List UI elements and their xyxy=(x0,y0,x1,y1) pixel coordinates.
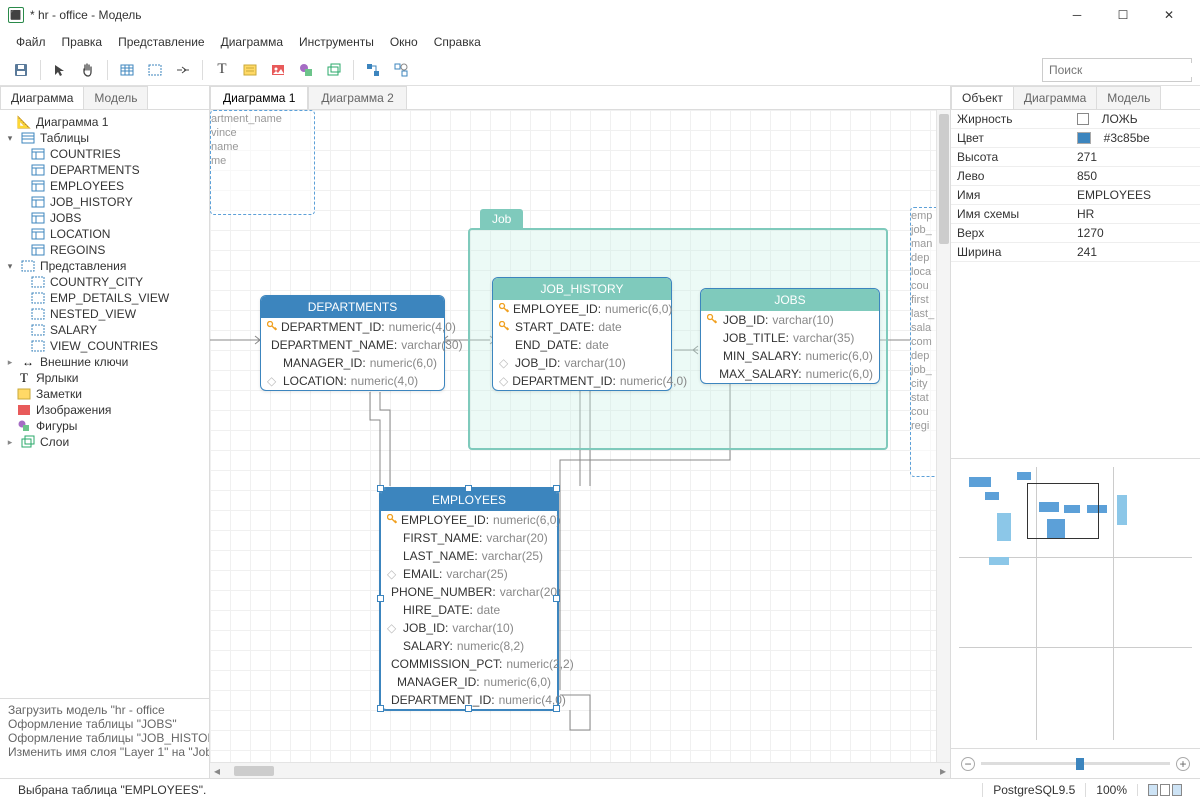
tree-view[interactable]: NESTED_VIEW xyxy=(0,306,209,322)
search-box[interactable]: 🔍 xyxy=(1042,58,1192,82)
minimize-button[interactable]: ─ xyxy=(1054,0,1100,30)
layer-label: Job xyxy=(480,209,523,229)
layer-icon[interactable] xyxy=(321,57,347,83)
entity-jobhistory[interactable]: JOB_HISTORYEMPLOYEE_ID: numeric(6,0)STAR… xyxy=(492,277,672,391)
menu-view[interactable]: Представление xyxy=(110,32,213,52)
tree-table[interactable]: REGOINS xyxy=(0,242,209,258)
app-icon: ⬛ xyxy=(8,7,24,23)
tree-table[interactable]: EMPLOYEES xyxy=(0,178,209,194)
tree-table[interactable]: JOBS xyxy=(0,210,209,226)
title-bar: ⬛ * hr - office - Модель ─ ☐ ✕ xyxy=(0,0,1200,30)
view-icon[interactable] xyxy=(142,57,168,83)
vertical-scrollbar[interactable] xyxy=(936,110,950,762)
tree-view[interactable]: VIEW_COUNTRIES xyxy=(0,338,209,354)
rtab-object[interactable]: Объект xyxy=(951,86,1014,109)
tool-b-icon[interactable] xyxy=(388,57,414,83)
entity-jobs[interactable]: JOBSJOB_ID: varchar(10)JOB_TITLE: varcha… xyxy=(700,288,880,384)
label-icon[interactable]: T xyxy=(209,57,235,83)
right-panel: Объект Диаграмма Модель Жирность ЛОЖЬЦве… xyxy=(950,86,1200,778)
tab-diagram[interactable]: Диаграмма xyxy=(0,86,84,109)
layout-toggle[interactable] xyxy=(1137,784,1192,796)
hand-icon[interactable] xyxy=(75,57,101,83)
entity-employees[interactable]: EMPLOYEESEMPLOYEE_ID: numeric(6,0)FIRST_… xyxy=(380,488,558,710)
relation-icon[interactable] xyxy=(170,57,196,83)
menu-diagram[interactable]: Диаграмма xyxy=(213,32,291,52)
window-title: * hr - office - Модель xyxy=(30,8,142,22)
entity-departments[interactable]: DEPARTMENTSDEPARTMENT_ID: numeric(4,0)DE… xyxy=(260,295,445,391)
zoom-in-icon[interactable]: + xyxy=(1176,757,1190,771)
status-bar: Выбрана таблица "EMPLOYEES". PostgreSQL9… xyxy=(0,778,1200,800)
search-input[interactable] xyxy=(1049,63,1200,77)
message-log: Загрузить модель "hr - office Оформление… xyxy=(0,698,209,778)
menu-bar: Файл Правка Представление Диаграмма Инст… xyxy=(0,30,1200,54)
status-zoom: 100% xyxy=(1085,783,1137,797)
menu-window[interactable]: Окно xyxy=(382,32,426,52)
left-panel: Диаграмма Модель 📐Диаграмма 1 ▾Таблицы C… xyxy=(0,86,210,778)
tool-a-icon[interactable] xyxy=(360,57,386,83)
note-icon[interactable] xyxy=(237,57,263,83)
menu-tools[interactable]: Инструменты xyxy=(291,32,382,52)
diagram-icon: 📐 xyxy=(16,115,32,129)
tree-view[interactable]: EMP_DETAILS_VIEW xyxy=(0,290,209,306)
rtab-model[interactable]: Модель xyxy=(1097,86,1161,109)
tree-view[interactable]: SALARY xyxy=(0,322,209,338)
canvas-tab-2[interactable]: Диаграмма 2 xyxy=(308,86,406,109)
horizontal-scrollbar[interactable]: ◂▸ xyxy=(210,762,950,778)
zoom-out-icon[interactable]: − xyxy=(961,757,975,771)
tree-table[interactable]: JOB_HISTORY xyxy=(0,194,209,210)
zoom-slider[interactable]: − + xyxy=(951,748,1200,778)
ghost-entity: artment_namevincenameme xyxy=(210,110,315,215)
tables-icon xyxy=(20,131,36,145)
menu-file[interactable]: Файл xyxy=(8,32,54,52)
minimap[interactable] xyxy=(951,458,1200,748)
menu-edit[interactable]: Правка xyxy=(54,32,111,52)
property-grid[interactable]: Жирность ЛОЖЬЦвет #3c85beВысота271Лево85… xyxy=(951,110,1200,262)
tree-table[interactable]: DEPARTMENTS xyxy=(0,162,209,178)
fk-icon: ↔ xyxy=(20,355,36,369)
canvas-tab-1[interactable]: Диаграмма 1 xyxy=(210,86,308,109)
save-icon[interactable] xyxy=(8,57,34,83)
image-icon[interactable] xyxy=(265,57,291,83)
shape-icon[interactable] xyxy=(293,57,319,83)
pointer-icon[interactable] xyxy=(47,57,73,83)
maximize-button[interactable]: ☐ xyxy=(1100,0,1146,30)
tree-table[interactable]: COUNTRIES xyxy=(0,146,209,162)
object-tree[interactable]: 📐Диаграмма 1 ▾Таблицы COUNTRIES DEPARTME… xyxy=(0,110,209,698)
tree-table[interactable]: LOCATION xyxy=(0,226,209,242)
tree-view[interactable]: COUNTRY_CITY xyxy=(0,274,209,290)
diagram-canvas[interactable]: artment_namevincenameme empjob_mandeploc… xyxy=(210,110,950,762)
tab-model[interactable]: Модель xyxy=(84,86,148,109)
rtab-diagram[interactable]: Диаграмма xyxy=(1014,86,1097,109)
toolbar: T 🔍 xyxy=(0,54,1200,86)
status-message: Выбрана таблица "EMPLOYEES". xyxy=(8,783,982,797)
table-icon[interactable] xyxy=(114,57,140,83)
status-db: PostgreSQL9.5 xyxy=(982,783,1085,797)
close-button[interactable]: ✕ xyxy=(1146,0,1192,30)
menu-help[interactable]: Справка xyxy=(426,32,489,52)
canvas-panel: Диаграмма 1 Диаграмма 2 xyxy=(210,86,950,778)
